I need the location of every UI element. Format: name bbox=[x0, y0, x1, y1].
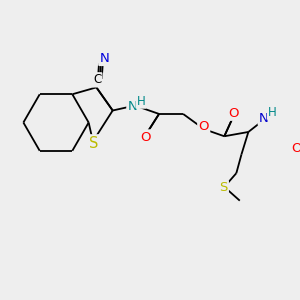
Text: N: N bbox=[100, 52, 109, 65]
Text: O: O bbox=[229, 106, 239, 120]
Text: H: H bbox=[268, 106, 277, 119]
Text: N: N bbox=[128, 100, 137, 113]
Text: O: O bbox=[199, 120, 209, 133]
Text: H: H bbox=[137, 94, 146, 108]
Text: O: O bbox=[291, 142, 300, 155]
Text: O: O bbox=[140, 130, 151, 144]
Text: N: N bbox=[259, 112, 269, 125]
Text: S: S bbox=[219, 181, 228, 194]
Text: S: S bbox=[89, 136, 98, 151]
Text: C: C bbox=[93, 73, 101, 86]
